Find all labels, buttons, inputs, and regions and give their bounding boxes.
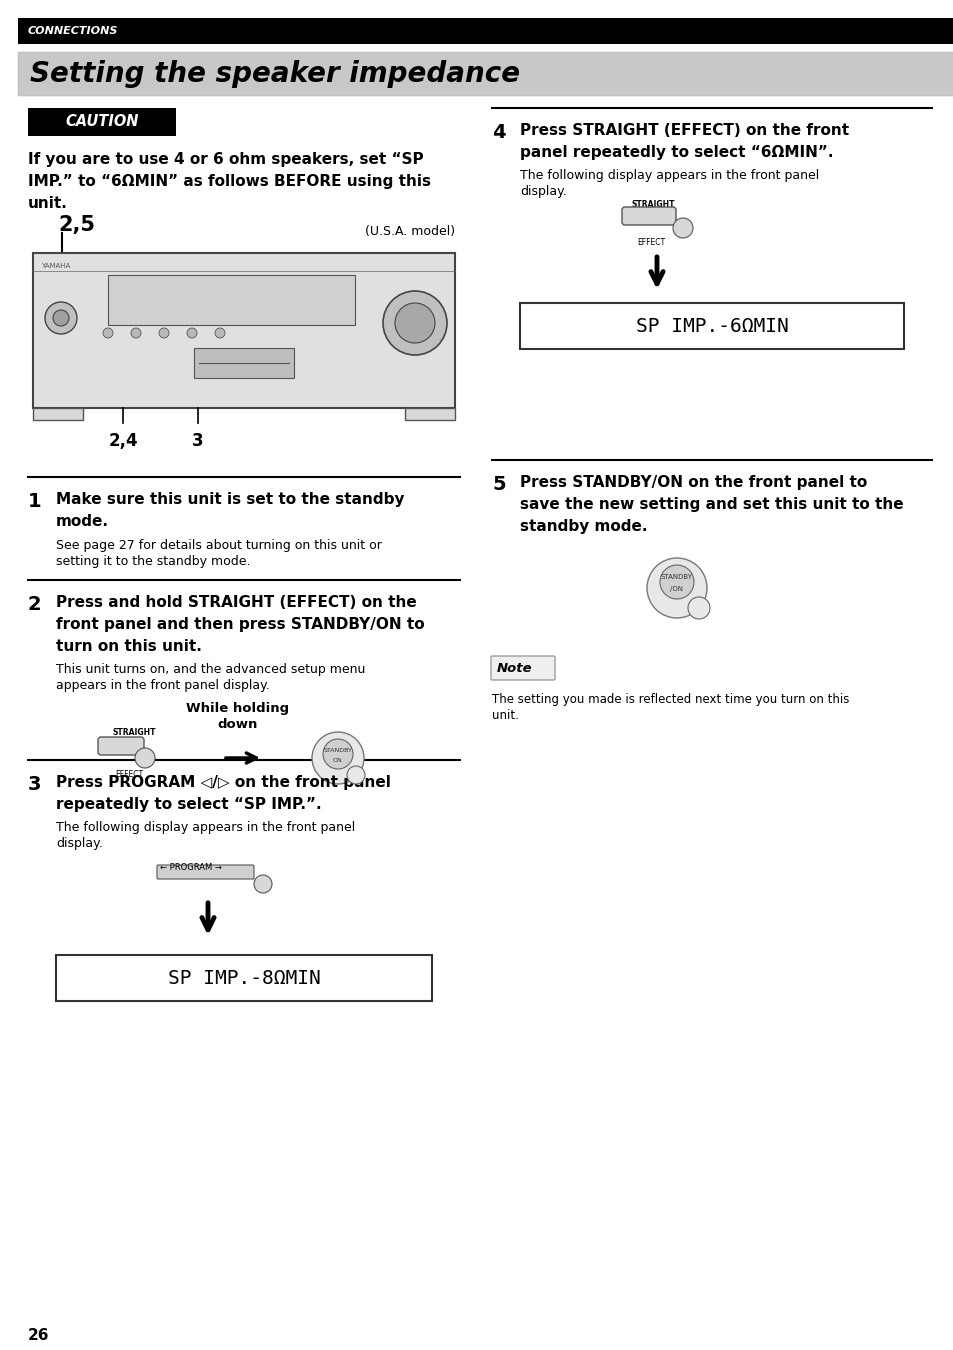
Bar (56, 954, 432, 1000)
Bar (193, 348, 294, 378)
Text: Press STRAIGHT (EFFECT) on the front: Press STRAIGHT (EFFECT) on the front (519, 123, 848, 138)
Text: Press PROGRAM ◁/▷ on the front panel: Press PROGRAM ◁/▷ on the front panel (56, 775, 391, 790)
Text: EFFECT: EFFECT (637, 238, 664, 247)
Text: 1: 1 (28, 491, 42, 512)
Text: setting it to the standby mode.: setting it to the standby mode. (56, 555, 251, 568)
Text: Press STANDBY/ON on the front panel to: Press STANDBY/ON on the front panel to (519, 475, 866, 490)
Text: While holding: While holding (186, 702, 290, 716)
Circle shape (312, 732, 364, 784)
Circle shape (395, 302, 435, 343)
Text: down: down (217, 718, 258, 730)
Text: front panel and then press STANDBY/ON to: front panel and then press STANDBY/ON to (56, 617, 424, 632)
Text: STANDBY: STANDBY (324, 748, 353, 753)
Text: 3: 3 (28, 775, 42, 794)
Circle shape (214, 328, 225, 338)
FancyBboxPatch shape (157, 865, 253, 879)
Text: display.: display. (519, 185, 566, 198)
Text: repeatedly to select “SP IMP.”.: repeatedly to select “SP IMP.”. (56, 796, 321, 811)
Bar (519, 302, 903, 350)
Text: STANDBY: STANDBY (660, 574, 692, 580)
Text: If you are to use 4 or 6 ohm speakers, set “SP: If you are to use 4 or 6 ohm speakers, s… (28, 153, 423, 167)
Circle shape (323, 738, 353, 769)
Circle shape (187, 328, 196, 338)
Circle shape (659, 566, 693, 599)
Circle shape (672, 217, 692, 238)
Text: Setting the speaker impedance: Setting the speaker impedance (30, 59, 519, 88)
Text: unit.: unit. (492, 709, 518, 722)
Circle shape (53, 310, 69, 325)
Circle shape (131, 328, 141, 338)
Text: The following display appears in the front panel: The following display appears in the fro… (519, 169, 819, 182)
FancyBboxPatch shape (621, 207, 676, 225)
Text: save the new setting and set this unit to the: save the new setting and set this unit t… (519, 497, 902, 512)
FancyBboxPatch shape (98, 737, 144, 755)
Text: 2,4: 2,4 (108, 432, 137, 450)
Circle shape (382, 292, 447, 355)
Bar (108, 275, 355, 325)
Text: STRAIGHT: STRAIGHT (112, 728, 156, 737)
Text: IMP.” to “6ΩMIN” as follows BEFORE using this: IMP.” to “6ΩMIN” as follows BEFORE using… (28, 174, 431, 189)
Text: turn on this unit.: turn on this unit. (56, 639, 202, 653)
Circle shape (103, 328, 112, 338)
Text: 2: 2 (28, 595, 42, 614)
Text: (U.S.A. model): (U.S.A. model) (364, 225, 455, 238)
Text: 4: 4 (492, 123, 505, 142)
Text: ON: ON (333, 757, 342, 763)
Circle shape (135, 748, 154, 768)
Bar (33, 252, 455, 408)
FancyBboxPatch shape (491, 656, 555, 680)
Text: display.: display. (56, 837, 103, 850)
Circle shape (45, 302, 77, 333)
Circle shape (687, 597, 709, 620)
Bar (18, 53, 953, 96)
Text: unit.: unit. (28, 196, 68, 211)
Text: 26: 26 (28, 1328, 50, 1343)
Text: The following display appears in the front panel: The following display appears in the fro… (56, 821, 355, 834)
Bar (405, 408, 455, 420)
Text: STRAIGHT: STRAIGHT (631, 200, 675, 209)
Text: 3: 3 (192, 432, 204, 450)
Text: Note: Note (497, 662, 532, 675)
Text: CAUTION: CAUTION (65, 115, 138, 130)
Text: panel repeatedly to select “6ΩMIN”.: panel repeatedly to select “6ΩMIN”. (519, 144, 833, 161)
Text: See page 27 for details about turning on this unit or: See page 27 for details about turning on… (56, 539, 381, 552)
Text: Make sure this unit is set to the standby: Make sure this unit is set to the standb… (56, 491, 404, 508)
Text: SP IMP.-6ΩMIN: SP IMP.-6ΩMIN (635, 316, 787, 336)
Circle shape (159, 328, 169, 338)
Text: CONNECTIONS: CONNECTIONS (28, 26, 118, 36)
Circle shape (347, 765, 365, 784)
Text: YAMAHA: YAMAHA (41, 263, 71, 269)
Text: The setting you made is reflected next time you turn on this: The setting you made is reflected next t… (492, 693, 848, 706)
Text: ← PROGRAM →: ← PROGRAM → (160, 863, 222, 872)
Text: standby mode.: standby mode. (519, 518, 647, 535)
Bar (33, 408, 83, 420)
Circle shape (253, 875, 272, 892)
Text: 2,5: 2,5 (58, 215, 95, 235)
Text: appears in the front panel display.: appears in the front panel display. (56, 679, 270, 693)
Text: Press and hold STRAIGHT (EFFECT) on the: Press and hold STRAIGHT (EFFECT) on the (56, 595, 416, 610)
Text: mode.: mode. (56, 514, 109, 529)
Bar (18, 18, 953, 45)
Bar (28, 108, 175, 136)
Text: 5: 5 (492, 475, 505, 494)
Text: EFFECT: EFFECT (115, 769, 143, 779)
Text: This unit turns on, and the advanced setup menu: This unit turns on, and the advanced set… (56, 663, 365, 676)
Circle shape (646, 558, 706, 618)
Text: SP IMP.-8ΩMIN: SP IMP.-8ΩMIN (168, 968, 320, 987)
Text: /ON: /ON (669, 586, 682, 593)
